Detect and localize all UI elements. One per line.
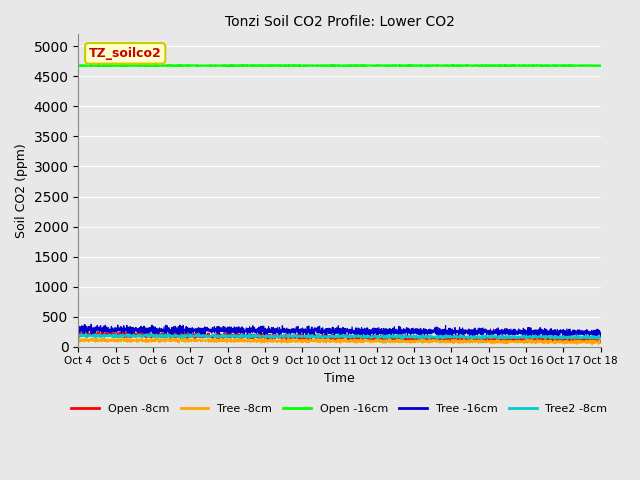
Tree -16cm [596,333,604,338]
Open -16cm [548,62,556,68]
Tree -16cm [368,330,376,336]
Open -8cm [596,340,604,346]
Open -16cm [313,63,321,69]
Open -16cm [120,62,127,68]
Tree -16cm [467,327,474,333]
Tree2 -8cm [368,334,376,339]
Tree -8cm [548,338,556,344]
Tree -16cm [87,321,95,327]
Tree2 -8cm [596,335,604,341]
Tree -16cm [596,335,604,341]
Text: TZ_soilco2: TZ_soilco2 [89,47,161,60]
Open -16cm [444,63,452,69]
Title: Tonzi Soil CO2 Profile: Lower CO2: Tonzi Soil CO2 Profile: Lower CO2 [225,15,454,29]
Tree -8cm [75,337,83,343]
Open -8cm [467,335,474,340]
Tree2 -8cm [596,336,604,341]
Tree -8cm [596,340,604,346]
Open -8cm [548,337,556,343]
Open -16cm [75,63,83,69]
Y-axis label: Soil CO2 (ppm): Soil CO2 (ppm) [15,143,28,238]
Open -8cm [596,339,604,345]
Open -8cm [368,335,376,341]
Tree2 -8cm [75,332,83,338]
Tree -8cm [595,342,602,348]
Open -16cm [368,63,376,69]
Tree -16cm [534,328,541,334]
Open -8cm [313,332,321,338]
Tree -8cm [368,338,376,344]
Tree -16cm [596,330,604,336]
Open -8cm [596,338,604,344]
Tree -8cm [313,337,321,343]
Tree2 -8cm [478,337,486,343]
Tree -8cm [596,340,604,346]
Tree2 -8cm [467,333,474,339]
Line: Open -8cm: Open -8cm [79,331,600,343]
Tree -8cm [180,335,188,341]
Open -8cm [75,330,83,336]
Tree2 -8cm [148,330,156,336]
Line: Tree -8cm: Tree -8cm [79,338,600,345]
Tree -16cm [313,327,321,333]
Tree -16cm [548,328,556,334]
Tree -8cm [534,336,541,342]
Legend: Open -8cm, Tree -8cm, Open -16cm, Tree -16cm, Tree2 -8cm: Open -8cm, Tree -8cm, Open -16cm, Tree -… [67,399,612,418]
Tree2 -8cm [548,333,556,339]
Tree2 -8cm [313,333,321,339]
Open -8cm [534,336,541,341]
Line: Tree -16cm: Tree -16cm [79,324,600,338]
Open -16cm [596,63,604,69]
Line: Open -16cm: Open -16cm [79,65,600,66]
Open -16cm [534,62,541,68]
Tree -16cm [75,326,83,332]
Tree -8cm [467,336,474,342]
Tree2 -8cm [534,334,541,339]
Open -16cm [467,63,474,69]
X-axis label: Time: Time [324,372,355,385]
Open -8cm [88,328,95,334]
Open -16cm [596,63,604,69]
Line: Tree2 -8cm: Tree2 -8cm [79,333,600,340]
